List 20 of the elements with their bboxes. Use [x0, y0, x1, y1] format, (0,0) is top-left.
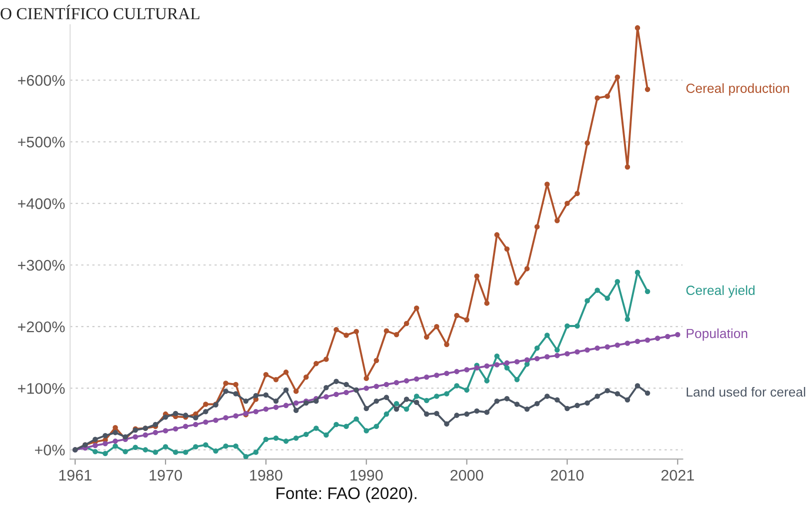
- x-tick-label: 2021: [661, 470, 694, 481]
- text: Land used for cereal: [686, 386, 806, 397]
- y-tick-label: +600%: [18, 75, 65, 86]
- x-tick-label: 1970: [150, 470, 182, 481]
- x-tick-label: 1980: [250, 470, 282, 481]
- source-note: Fonte: FAO (2020).: [276, 486, 416, 502]
- x-tick-label: 1990: [350, 470, 383, 481]
- x-tick-label: 2000: [450, 470, 484, 481]
- x-tick-label: 2010: [550, 470, 584, 481]
- text: O CIENTÍFICO CULTURAL: [0, 4, 200, 20]
- x-tick-label: 1961: [59, 470, 92, 481]
- y-tick-label: +0%: [35, 444, 65, 456]
- y-tick-label: +400%: [18, 198, 65, 210]
- text: Cereal production: [686, 83, 789, 96]
- y-tick-label: +500%: [18, 136, 65, 148]
- y-tick-label: +200%: [18, 321, 65, 332]
- series-label: Population: [686, 328, 748, 341]
- text: Cereal yield: [686, 285, 755, 298]
- y-tick-label: +300%: [18, 260, 65, 271]
- y-tick-label: +100%: [18, 383, 65, 394]
